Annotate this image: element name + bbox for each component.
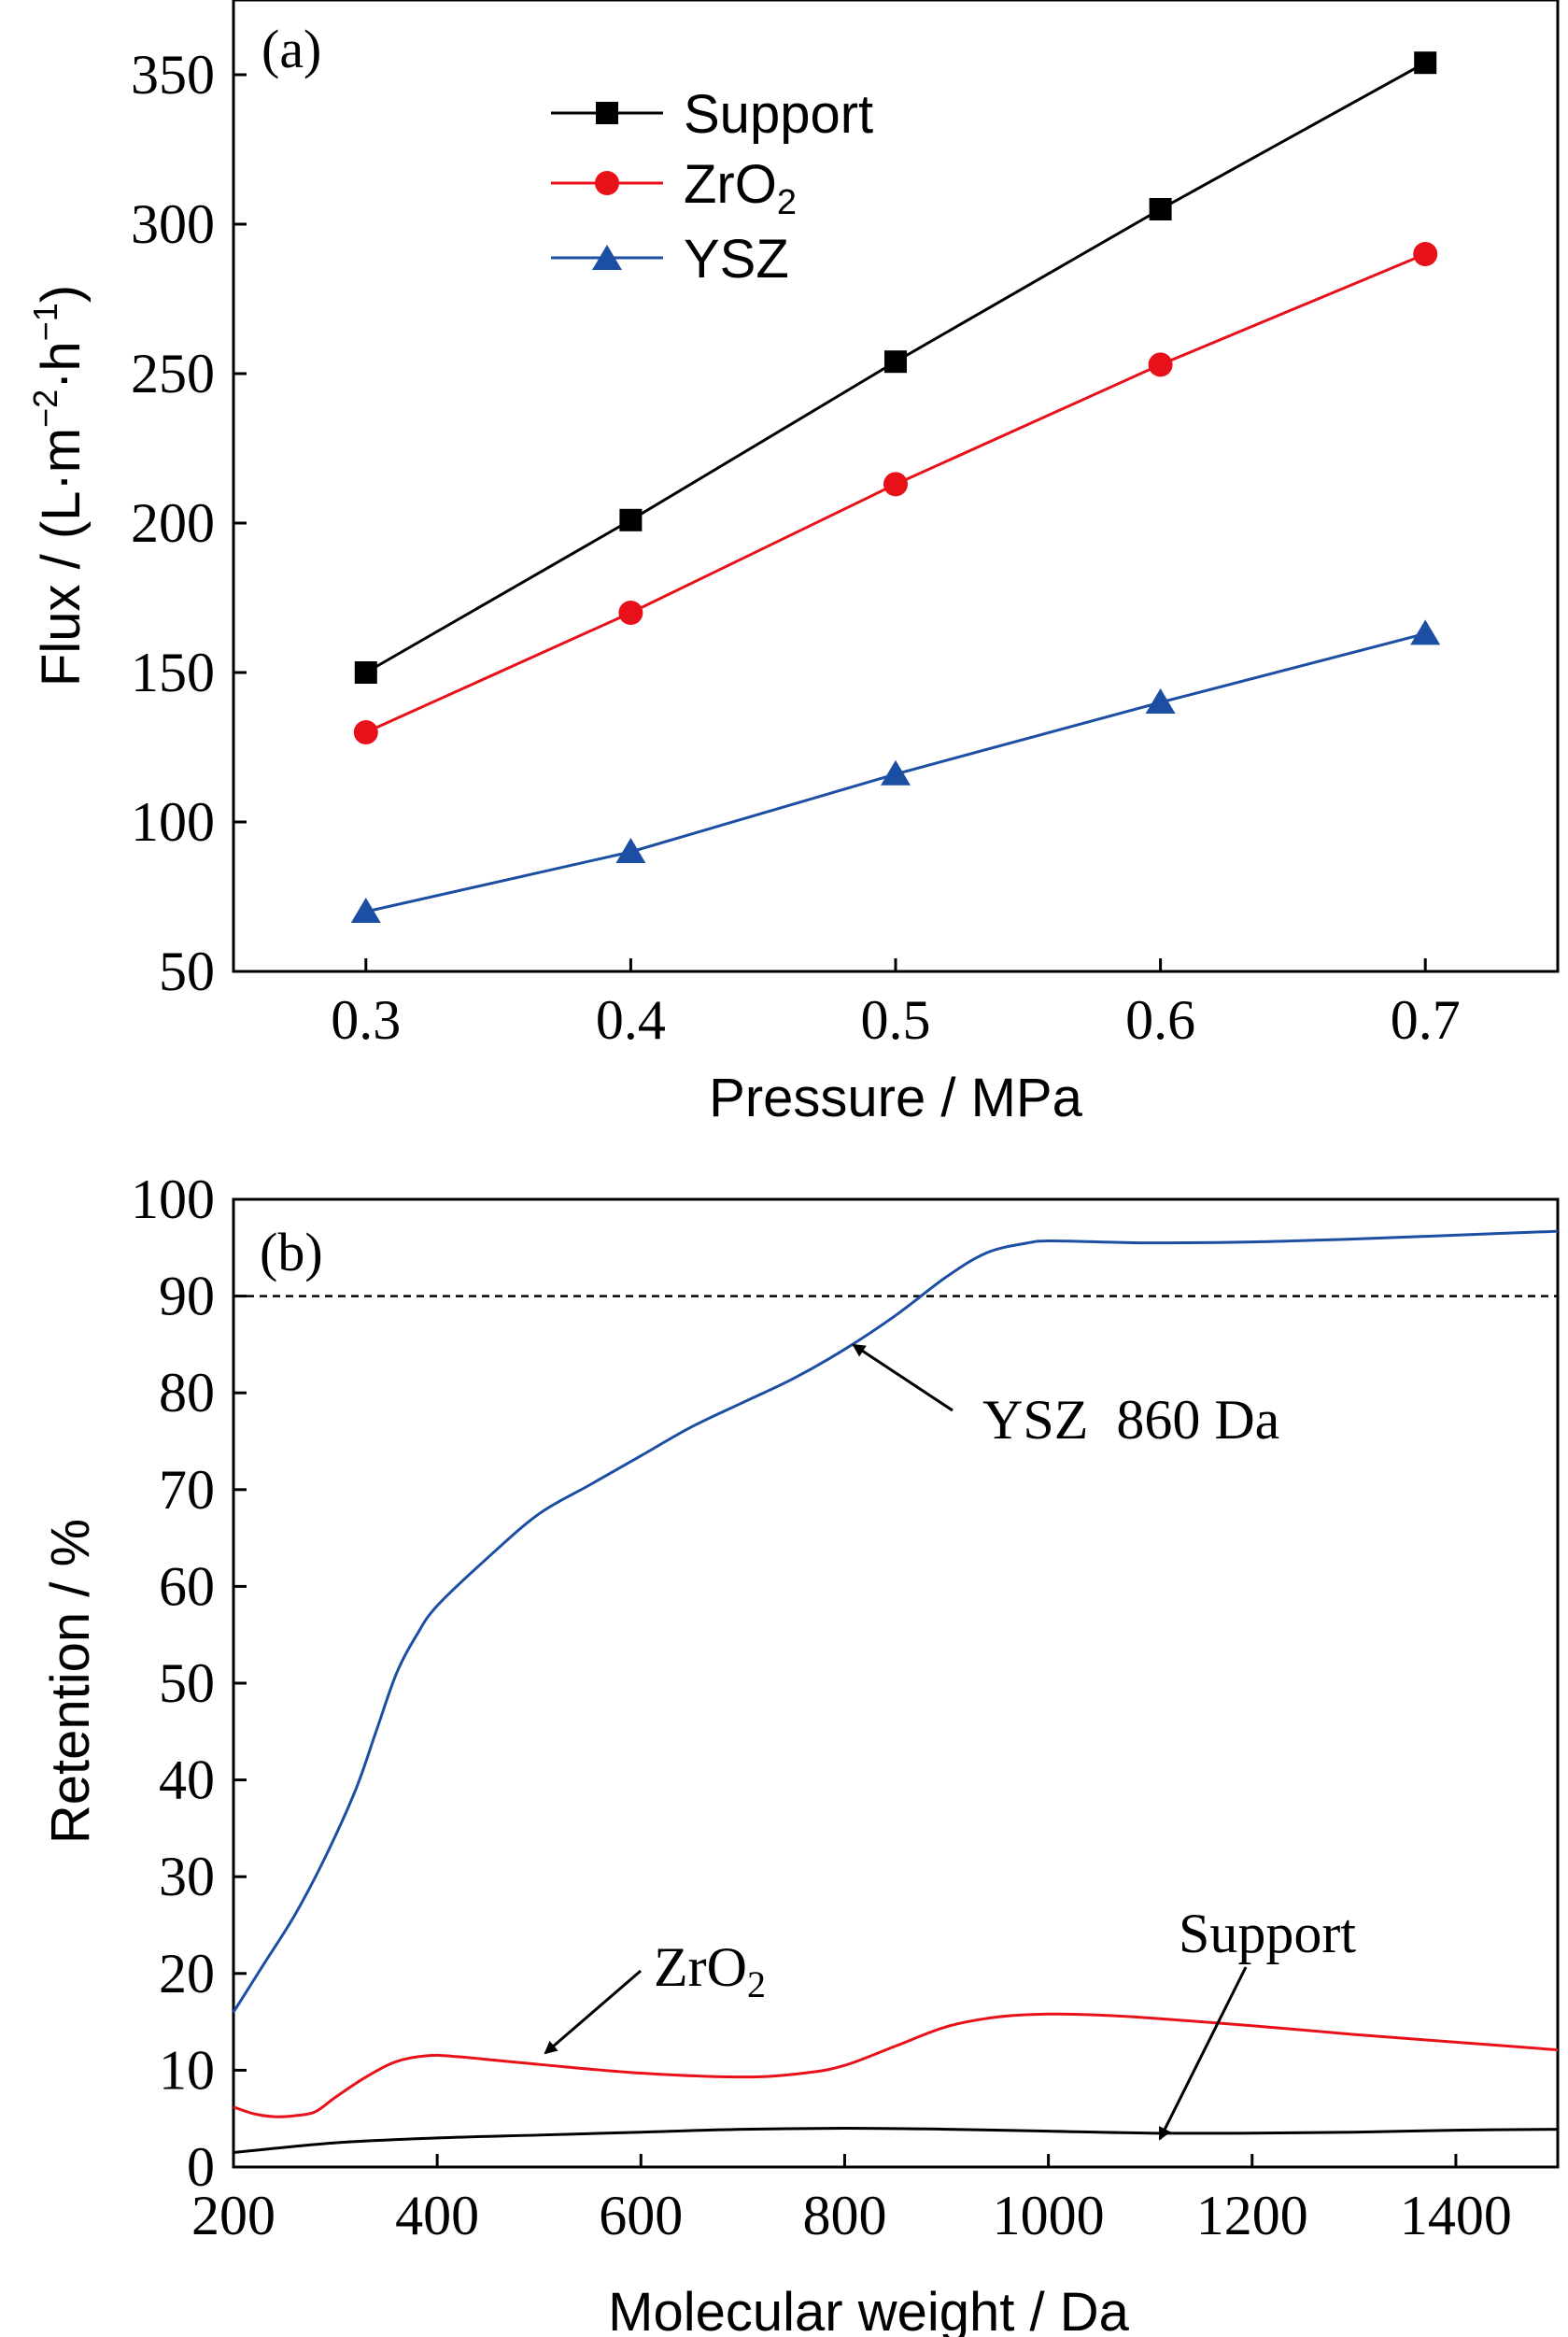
point-zro2-4 [1148, 352, 1173, 377]
panel-b-x-axis-title: Molecular weight / Da [608, 2282, 1129, 2337]
panel-b-x-tick-labels: 200 400 600 800 1000 1200 1400 [191, 2185, 1512, 2246]
b-y-tick-label-0: 0 [187, 2136, 215, 2198]
a-y-tick-label-200: 200 [131, 492, 215, 554]
panel-b-y-tick-labels: 0 10 20 30 40 50 60 70 80 90 100 [131, 1168, 215, 2198]
a-y-tick-label-150: 150 [131, 642, 215, 703]
b-y-tick-label-10: 10 [159, 2039, 215, 2101]
panel-b-y-axis-title: Retention / % [40, 1519, 101, 1844]
annotation-support: Support [1158, 1903, 1356, 2141]
b-y-tick-label-60: 60 [159, 1555, 215, 1617]
b-x-tick-label-1400: 1400 [1400, 2185, 1512, 2246]
a-x-tick-label-0-6: 0.6 [1125, 989, 1195, 1051]
annotation-zro2-text: ZrO2 [654, 1936, 766, 2005]
legend-marker-support [596, 102, 618, 124]
b-y-tick-label-90: 90 [159, 1266, 215, 1327]
annotation-zro2: ZrO2 [544, 1936, 766, 2055]
b-y-tick-label-20: 20 [159, 1943, 215, 2004]
b-x-tick-label-400: 400 [395, 2185, 479, 2246]
curve-zro2 [233, 2012, 1559, 2118]
annotation-zro2-sub: 2 [747, 1963, 766, 2005]
a-y-tick-label-50: 50 [159, 941, 215, 1002]
y-title-a-part1: Flux / (L·m [31, 428, 92, 687]
y-title-a-end: ) [31, 285, 92, 303]
panel-b-ticks [232, 1197, 1458, 2169]
panel-b-lines [232, 1229, 1559, 2154]
legend-label-zro2-main: ZrO [684, 154, 777, 215]
a-x-tick-label-0-3: 0.3 [331, 989, 401, 1051]
point-zro2-5 [1413, 242, 1438, 266]
panel-a-label: (a) [261, 19, 321, 79]
annotation-ysz: YSZ 860 Da [852, 1343, 1279, 1451]
panel-a-x-tick-labels: 0.3 0.4 0.5 0.6 0.7 [331, 989, 1460, 1051]
legend-item-zro2: ZrO2 [551, 154, 797, 222]
annotation-zro2-arrow [544, 1969, 642, 2055]
point-ysz-4 [1145, 688, 1176, 714]
point-ysz-1 [350, 898, 381, 923]
a-x-tick-label-0-4: 0.4 [596, 989, 666, 1051]
a-y-tick-label-250: 250 [131, 343, 215, 404]
point-support-5 [1414, 51, 1437, 75]
y-title-a-mid: ·h [31, 341, 92, 390]
panel-a: 0.3 0.4 0.5 0.6 0.7 50 100 150 200 250 300 350 (a)… [26, 0, 1560, 1128]
legend-label-zro2-sub: 2 [777, 183, 797, 222]
b-y-tick-label-70: 70 [159, 1459, 215, 1521]
panel-a-markers [350, 51, 1441, 923]
panel-a-ticks [233, 73, 1427, 973]
point-zro2-1 [353, 720, 378, 744]
panel-b: 200 400 600 800 1000 1200 1400 0 10 20 30 40 50 60 70… [40, 1168, 1560, 2337]
annotation-support-arrow [1158, 1966, 1248, 2141]
legend-item-ysz: YSZ [551, 229, 789, 290]
a-y-tick-label-100: 100 [131, 791, 215, 853]
y-title-a-sup1: −2 [26, 390, 64, 428]
point-support-1 [354, 661, 377, 684]
legend-label-support: Support [684, 84, 873, 145]
b-y-tick-label-80: 80 [159, 1362, 215, 1423]
point-zro2-2 [618, 601, 643, 625]
point-support-3 [884, 350, 907, 374]
panel-a-y-axis-title: Flux / (L·m−2·h−1) [26, 285, 92, 687]
b-y-tick-label-100: 100 [131, 1168, 215, 1230]
b-x-tick-label-800: 800 [802, 2185, 886, 2246]
point-support-4 [1149, 198, 1172, 220]
annotation-ysz-arrow [852, 1343, 954, 1412]
annotation-support-text: Support [1179, 1903, 1356, 1964]
a-x-tick-label-0-7: 0.7 [1391, 989, 1461, 1051]
point-ysz-3 [881, 759, 911, 786]
b-x-tick-label-1000: 1000 [993, 2185, 1105, 2246]
point-support-2 [619, 508, 643, 531]
b-y-tick-label-30: 30 [159, 1846, 215, 1907]
legend-label-zro2: ZrO2 [684, 154, 797, 222]
point-ysz-2 [615, 838, 646, 863]
panel-b-frame [232, 1197, 1560, 2169]
b-y-tick-label-40: 40 [159, 1749, 215, 1811]
curve-ysz [232, 1229, 1559, 2014]
point-ysz-5 [1410, 619, 1441, 645]
b-y-tick-label-50: 50 [159, 1652, 215, 1714]
legend-marker-zro2 [595, 171, 619, 195]
curve-support [233, 2127, 1559, 2154]
y-title-a-sup2: −1 [26, 303, 64, 341]
b-x-tick-label-200: 200 [191, 2185, 275, 2246]
a-y-tick-label-300: 300 [131, 193, 215, 255]
legend-marker-ysz [592, 245, 622, 270]
panel-a-x-axis-title: Pressure / MPa [709, 1068, 1082, 1128]
annotation-ysz-text: YSZ 860 Da [982, 1389, 1279, 1451]
panel-b-label: (b) [260, 1222, 323, 1282]
panel-a-y-tick-labels: 50 100 150 200 250 300 350 [131, 44, 215, 1002]
point-zro2-3 [883, 472, 908, 497]
panel-a-legend: Support ZrO2 YSZ [551, 84, 873, 290]
b-x-tick-label-1200: 1200 [1196, 2185, 1308, 2246]
annotation-zro2-main: ZrO [654, 1936, 747, 1998]
legend-item-support: Support [551, 84, 873, 145]
b-x-tick-label-600: 600 [599, 2185, 683, 2246]
legend-label-ysz: YSZ [684, 229, 789, 290]
a-y-tick-label-350: 350 [131, 44, 215, 106]
a-x-tick-label-0-5: 0.5 [861, 989, 931, 1051]
